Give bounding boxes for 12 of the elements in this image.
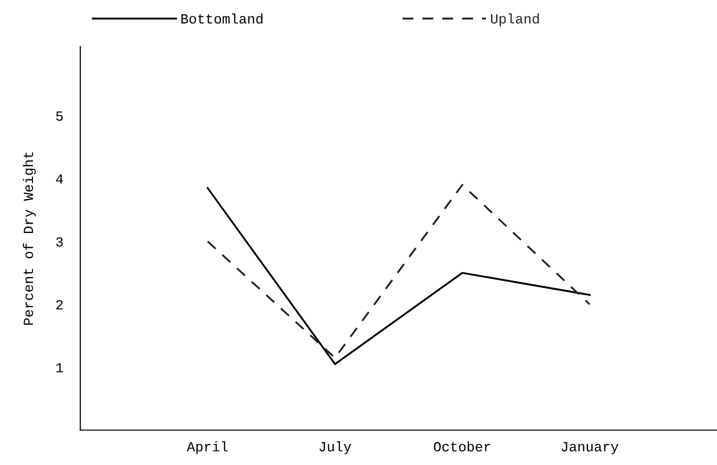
- y-tick-label: 2: [56, 300, 63, 310]
- y-tick-label: 3: [56, 237, 63, 247]
- x-tick-label: October: [434, 441, 490, 452]
- y-axis-title: Percent of Dry Weight: [22, 152, 36, 325]
- y-tick-label: 4: [56, 174, 63, 184]
- x-tick-label: July: [320, 441, 352, 454]
- y-tick-label: 5: [56, 112, 63, 121]
- text: Upland: [491, 13, 539, 26]
- y-tick-label: 1: [56, 363, 63, 372]
- x-tick-label: April: [186, 441, 228, 454]
- text: Bottomland: [181, 13, 262, 24]
- x-tick-label: January: [562, 442, 618, 454]
